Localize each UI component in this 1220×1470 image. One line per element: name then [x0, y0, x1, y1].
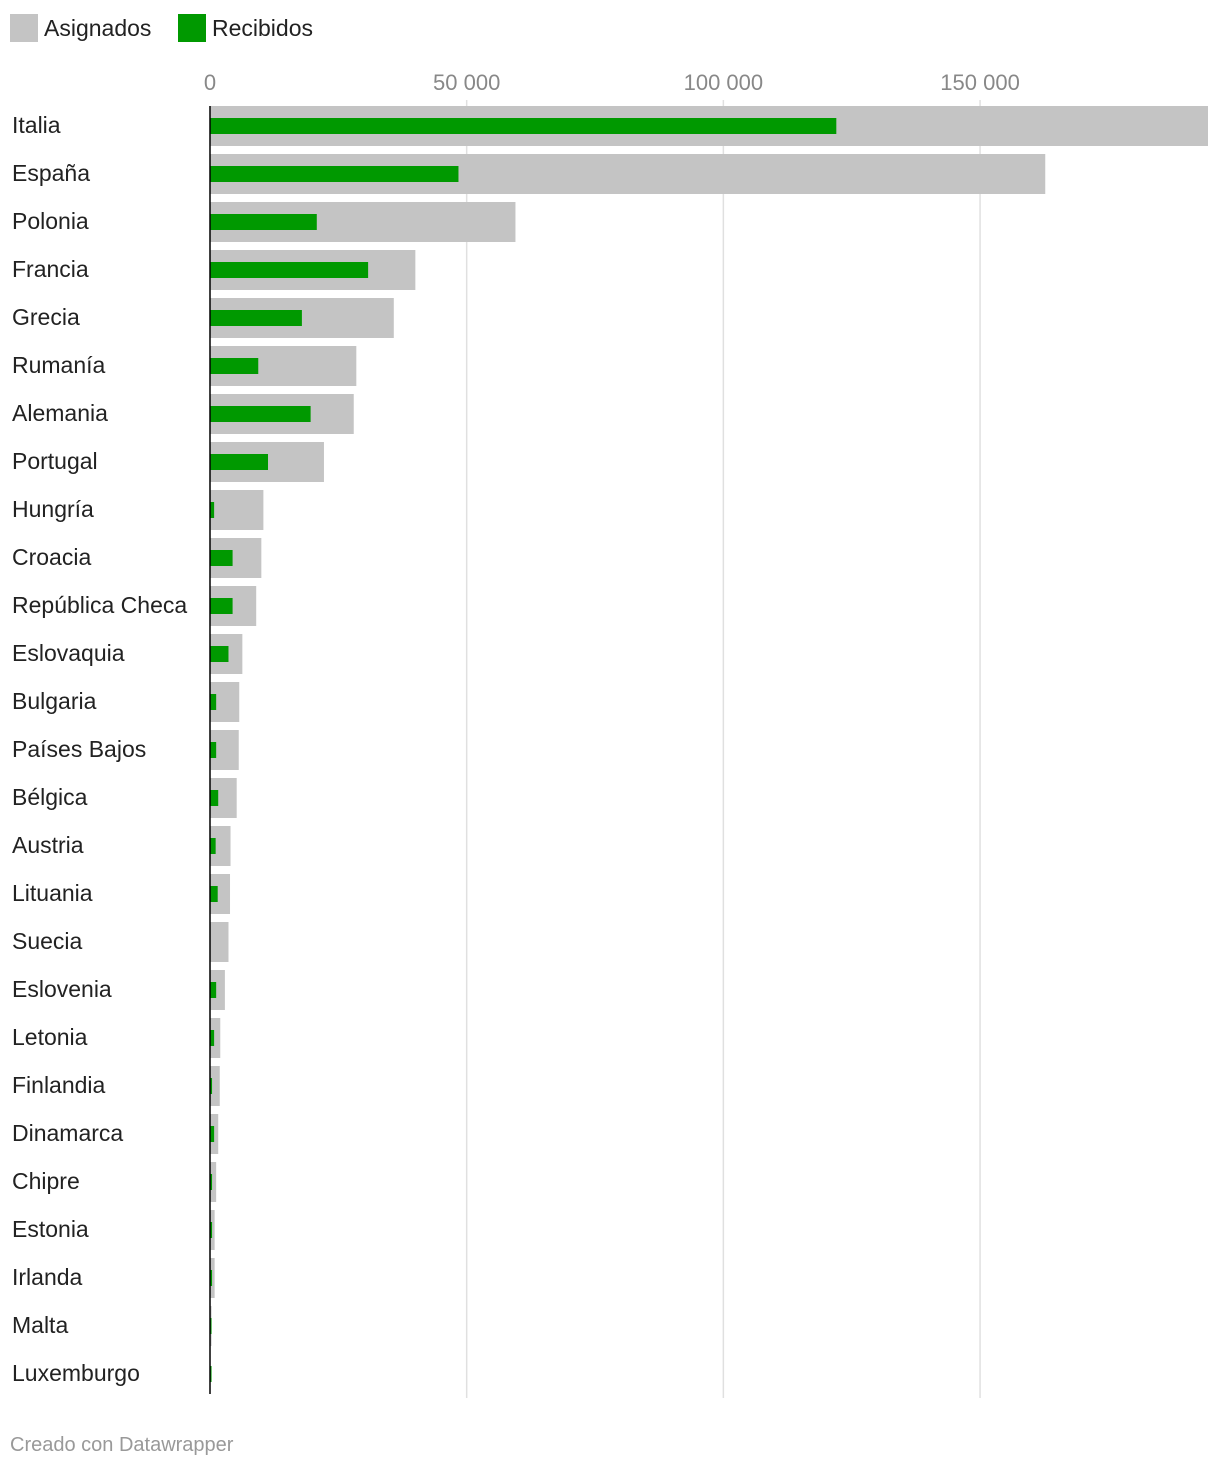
- legend-label-recibidos: Recibidos: [212, 15, 313, 41]
- bar-asignados-finlandia: [210, 1066, 220, 1106]
- x-tick-label-50000: 50 000: [433, 70, 500, 95]
- bar-recibidos-espana: [210, 166, 459, 182]
- bar-asignados-suecia: [210, 922, 229, 962]
- bar-recibidos-finlandia: [210, 1078, 213, 1094]
- category-label-malta: Malta: [12, 1312, 68, 1338]
- legend-swatch-recibidos: [178, 14, 206, 42]
- bar-recibidos-alemania: [210, 406, 311, 422]
- bar-asignados-eslovenia: [210, 970, 225, 1010]
- category-label-rumania: Rumanía: [12, 352, 106, 378]
- category-label-bulgaria: Bulgaria: [12, 688, 97, 714]
- category-label-republica-checa: República Checa: [12, 592, 187, 618]
- bar-recibidos-polonia: [210, 214, 317, 230]
- category-label-eslovaquia: Eslovaquia: [12, 640, 125, 666]
- bar-recibidos-grecia: [210, 310, 302, 326]
- category-label-grecia: Grecia: [12, 304, 80, 330]
- category-label-francia: Francia: [12, 256, 89, 282]
- bar-asignados-irlanda: [210, 1258, 215, 1298]
- bars: [210, 106, 1208, 1394]
- bar-recibidos-portugal: [210, 454, 269, 470]
- category-label-austria: Austria: [12, 832, 84, 858]
- bar-recibidos-malta: [210, 1318, 212, 1334]
- bar-asignados-austria: [210, 826, 231, 866]
- bar-recibidos-austria: [210, 838, 216, 854]
- category-label-dinamarca: Dinamarca: [12, 1120, 123, 1146]
- x-axis-ticks: 0 50 000 100 000 150 000: [204, 70, 1020, 95]
- bar-recibidos-chipre: [210, 1174, 213, 1190]
- bar-asignados-letonia: [210, 1018, 221, 1058]
- bar-recibidos-croacia: [210, 550, 233, 566]
- category-label-luxemburgo: Luxemburgo: [12, 1360, 140, 1386]
- category-label-belgica: Bélgica: [12, 784, 88, 810]
- category-label-croacia: Croacia: [12, 544, 91, 570]
- bar-asignados-estonia: [210, 1210, 215, 1250]
- bar-recibidos-eslovaquia: [210, 646, 229, 662]
- category-label-hungria: Hungría: [12, 496, 94, 522]
- gridlines: [465, 100, 981, 1398]
- category-label-irlanda: Irlanda: [12, 1264, 83, 1290]
- x-tick-label-100000: 100 000: [684, 70, 764, 95]
- category-label-letonia: Letonia: [12, 1024, 88, 1050]
- bar-recibidos-bulgaria: [210, 694, 217, 710]
- bar-recibidos-republica-checa: [210, 598, 233, 614]
- category-label-lituania: Lituania: [12, 880, 93, 906]
- category-label-paises-bajos: Países Bajos: [12, 736, 146, 762]
- bar-recibidos-italia: [210, 118, 837, 134]
- legend-label-asignados: Asignados: [44, 15, 151, 41]
- x-tick-label-0: 0: [204, 70, 216, 95]
- x-tick-label-150000: 150 000: [940, 70, 1020, 95]
- category-label-espana: España: [12, 160, 90, 186]
- bar-recibidos-luxemburgo: [210, 1366, 212, 1382]
- legend-swatch-asignados: [10, 14, 38, 42]
- category-labels: Italia España Polonia Francia Grecia Rumanía A…: [12, 112, 187, 1386]
- bar-recibidos-hungria: [210, 502, 215, 518]
- category-label-polonia: Polonia: [12, 208, 89, 234]
- bar-recibidos-letonia: [210, 1030, 215, 1046]
- bar-recibidos-lituania: [210, 886, 218, 902]
- category-label-portugal: Portugal: [12, 448, 98, 474]
- category-label-suecia: Suecia: [12, 928, 83, 954]
- category-label-estonia: Estonia: [12, 1216, 89, 1242]
- category-label-chipre: Chipre: [12, 1168, 80, 1194]
- bar-asignados-hungria: [210, 490, 264, 530]
- category-label-alemania: Alemania: [12, 400, 108, 426]
- bar-recibidos-irlanda: [210, 1270, 213, 1286]
- bar-recibidos-francia: [210, 262, 369, 278]
- legend: Asignados Recibidos: [10, 14, 313, 42]
- category-label-finlandia: Finlandia: [12, 1072, 106, 1098]
- bar-recibidos-dinamarca: [210, 1126, 215, 1142]
- bar-recibidos-rumania: [210, 358, 259, 374]
- bar-asignados-lituania: [210, 874, 231, 914]
- bar-recibidos-eslovenia: [210, 982, 217, 998]
- category-label-italia: Italia: [12, 112, 61, 138]
- bar-recibidos-paises-bajos: [210, 742, 217, 758]
- bar-recibidos-estonia: [210, 1222, 213, 1238]
- bar-recibidos-belgica: [210, 790, 219, 806]
- bar-asignados-chipre: [210, 1162, 217, 1202]
- footer-credit: Creado con Datawrapper: [10, 1434, 234, 1456]
- category-label-eslovenia: Eslovenia: [12, 976, 112, 1002]
